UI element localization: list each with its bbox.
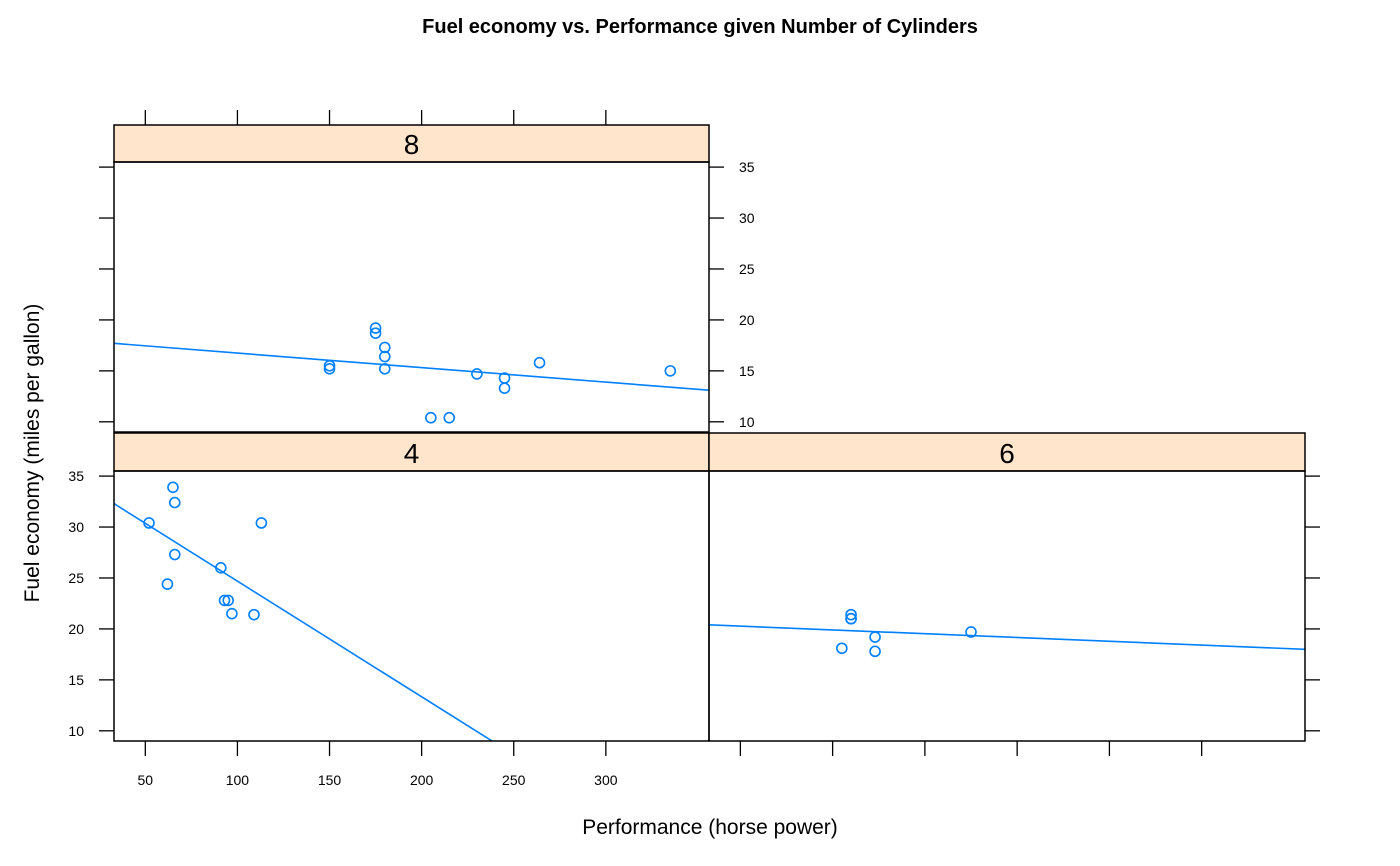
data-point — [443, 411, 456, 424]
data-point — [664, 365, 677, 377]
strip-panel-8 — [113, 124, 710, 163]
y-tick-label: 25 — [68, 570, 84, 586]
data-point — [845, 608, 857, 621]
data-point — [869, 645, 881, 658]
y-tick-label: 20 — [739, 312, 755, 328]
chart-title: Fuel economy vs. Performance given Numbe… — [422, 16, 978, 38]
x-tick-label: 250 — [502, 772, 526, 788]
y-tick-label: 15 — [739, 363, 755, 379]
y-tick-label: 10 — [68, 723, 84, 739]
strip-label-4: 4 — [404, 438, 420, 469]
y-axis-label: Fuel economy (miles per gallon) — [21, 304, 44, 603]
data-point — [161, 578, 174, 590]
y-tick-label: 25 — [739, 261, 755, 277]
data-point — [222, 594, 235, 607]
data-point — [471, 368, 483, 380]
data-point — [323, 359, 336, 372]
strip-label-8: 8 — [404, 129, 420, 160]
panels: 8 10 15 20 25 30 35 4 10 15 20 25 30 35 50 100 150 200 250… — [68, 110, 1320, 788]
panel-frame-4 — [113, 470, 710, 742]
data-point — [168, 548, 181, 561]
y-tick-label: 30 — [739, 210, 755, 226]
x-tick-label: 50 — [138, 772, 154, 788]
data-point — [425, 411, 437, 424]
data-point — [248, 608, 260, 621]
data-point — [167, 481, 179, 494]
data-point — [836, 642, 848, 655]
x-tick-label: 150 — [318, 772, 342, 788]
x-tick-label: 100 — [226, 772, 250, 788]
panel-4: 4 10 15 20 25 30 35 50 100 150 200 250 300 — [68, 432, 710, 788]
data-point — [869, 631, 881, 643]
y-tick-label: 35 — [739, 159, 755, 175]
data-point — [498, 382, 511, 394]
fit-line-panel-4 — [114, 502, 494, 741]
x-tick-label: 300 — [594, 772, 618, 788]
panel-8: 8 10 15 20 25 30 35 — [99, 110, 755, 433]
y-tick-label: 15 — [68, 672, 84, 688]
data-point — [378, 341, 391, 354]
data-point — [168, 496, 181, 509]
x-axis-label: Performance (horse power) — [582, 816, 838, 839]
data-point — [323, 363, 336, 375]
y-tick-label: 20 — [68, 621, 84, 637]
y-tick-label: 10 — [739, 414, 755, 430]
panel-6: 6 — [708, 432, 1320, 756]
data-point — [226, 607, 238, 620]
data-point — [369, 327, 382, 339]
data-point — [845, 612, 857, 625]
y-tick-label: 35 — [68, 468, 84, 484]
y-tick-label: 30 — [68, 519, 84, 535]
data-point — [533, 356, 546, 369]
panel-frame-8 — [113, 161, 710, 433]
data-point — [369, 322, 382, 334]
panel-frame-6 — [708, 470, 1306, 742]
x-tick-label: 200 — [410, 772, 434, 788]
data-point — [215, 561, 227, 574]
data-point — [218, 594, 231, 607]
fit-line-panel-8 — [114, 342, 709, 392]
fit-line-panel-6 — [709, 624, 1305, 651]
strip-label-6: 6 — [999, 438, 1015, 469]
data-point — [378, 363, 391, 375]
strip-panel-6 — [708, 432, 1306, 472]
data-point — [378, 350, 391, 363]
data-point — [143, 517, 155, 529]
data-point — [255, 517, 268, 529]
data-point — [965, 626, 977, 638]
